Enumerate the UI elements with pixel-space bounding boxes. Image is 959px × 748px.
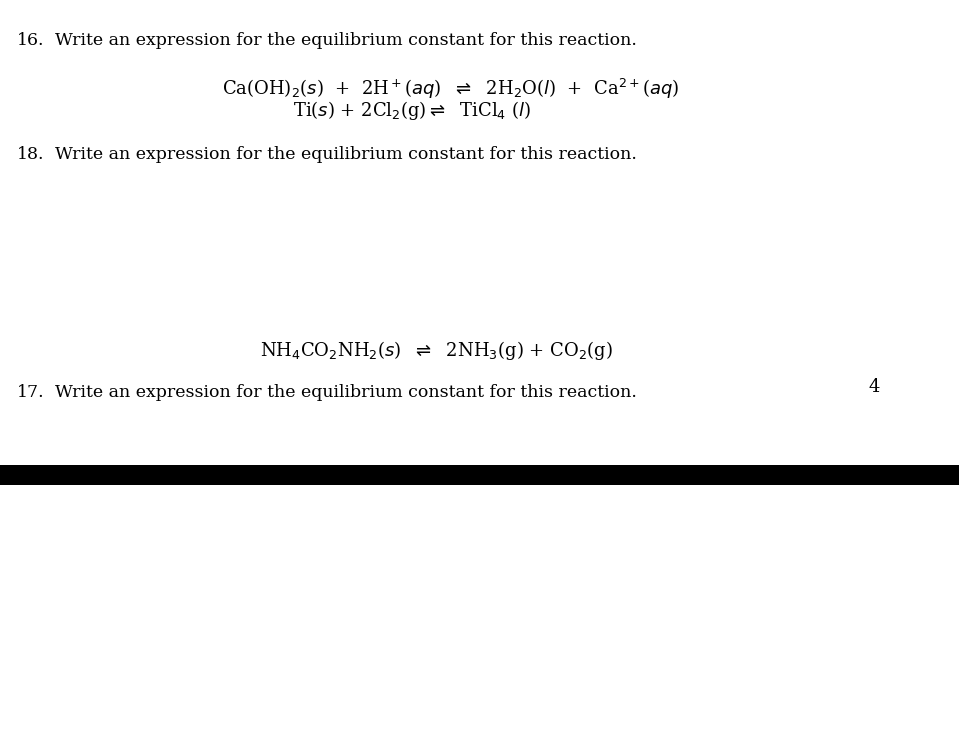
Bar — [0, 465, 959, 485]
Text: Ti($s$) + 2Cl$_2$(g)$\rightleftharpoons$  TiCl$_4$ ($l$): Ti($s$) + 2Cl$_2$(g)$\rightleftharpoons$… — [293, 99, 531, 123]
Text: Write an expression for the equilibrium constant for this reaction.: Write an expression for the equilibrium … — [55, 384, 637, 401]
Text: Ca(OH)$_2$($s$)  +  2H$^+$($aq$)  $\rightleftharpoons$  2H$_2$O($l$)  +  Ca$^{2+: Ca(OH)$_2$($s$) + 2H$^+$($aq$) $\rightle… — [222, 77, 679, 101]
Text: 16.: 16. — [17, 32, 45, 49]
Text: Write an expression for the equilibrium constant for this reaction.: Write an expression for the equilibrium … — [55, 32, 637, 49]
Text: 4: 4 — [869, 378, 880, 396]
Text: 18.: 18. — [17, 146, 45, 163]
Text: Write an expression for the equilibrium constant for this reaction.: Write an expression for the equilibrium … — [55, 146, 637, 163]
Text: NH$_4$CO$_2$NH$_2$($s$)  $\rightleftharpoons$  2NH$_3$(g) + CO$_2$(g): NH$_4$CO$_2$NH$_2$($s$) $\rightleftharpo… — [260, 339, 613, 362]
Text: 17.: 17. — [17, 384, 45, 401]
